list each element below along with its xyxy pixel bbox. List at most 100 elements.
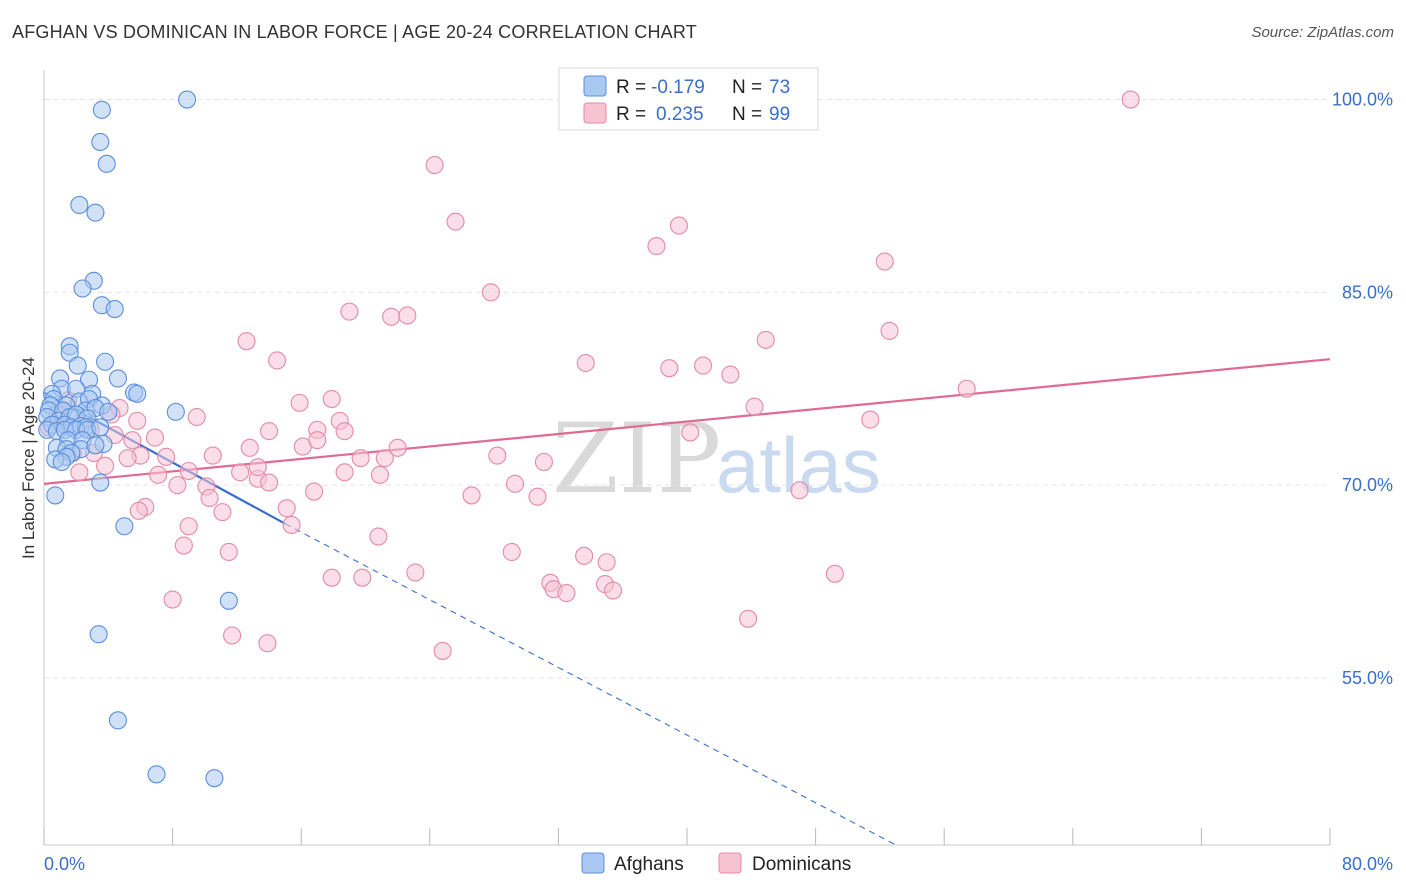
dominicans-point-21 xyxy=(745,397,764,416)
legend-n-label-dominicans: N = xyxy=(732,104,762,125)
dominicans-point-24 xyxy=(187,407,206,427)
afghans-point-4 xyxy=(70,195,89,215)
afghans-point-61 xyxy=(52,452,71,472)
afghans-point-3 xyxy=(97,154,116,173)
dominicans-point-54 xyxy=(96,456,115,475)
dominicans-point-49 xyxy=(488,446,507,465)
afghans-point-57 xyxy=(86,436,105,455)
dominicans-point-58 xyxy=(335,463,354,482)
x-tick-label-1: 80.0% xyxy=(1342,854,1393,874)
dominicans-point-13 xyxy=(268,351,287,370)
dominicans-point-28 xyxy=(128,411,147,430)
dominicans-point-39 xyxy=(145,428,164,447)
afghans-point-11 xyxy=(60,343,79,362)
legend-n-label-afghans: N = xyxy=(732,77,762,98)
dominicans-point-93 xyxy=(739,609,758,628)
dominicans-point-63 xyxy=(168,476,187,495)
dominicans-point-2 xyxy=(446,212,465,231)
afghans-point-69 xyxy=(205,769,224,788)
dominicans-point-77 xyxy=(369,527,388,546)
legend-swatch-afghans xyxy=(583,75,607,97)
dominicans-point-78 xyxy=(174,536,193,555)
dominicans-point-40 xyxy=(123,431,142,450)
dominicans-point-17 xyxy=(721,365,740,384)
tick-labels: 100.0% 85.0% 70.0% 55.0% 0.0% 80.0% xyxy=(44,90,1393,874)
dominicans-point-84 xyxy=(825,564,844,583)
dominicans-point-18 xyxy=(957,379,976,398)
afghans-point-0 xyxy=(178,90,197,109)
dominicans-point-42 xyxy=(388,438,407,457)
dominicans-point-51 xyxy=(375,449,394,468)
dominicans-point-8 xyxy=(382,307,401,326)
dominicans-point-12 xyxy=(756,330,775,349)
axes xyxy=(43,70,1331,846)
dominicans-points xyxy=(39,90,1140,660)
dominicans-point-11 xyxy=(237,332,256,351)
dominicans-point-1 xyxy=(425,156,444,175)
dominicans-point-97 xyxy=(308,431,327,450)
afghans-point-2 xyxy=(91,132,110,152)
afghans-point-62 xyxy=(91,473,110,492)
dominicans-point-96 xyxy=(433,641,452,660)
dominicans-point-70 xyxy=(200,488,219,508)
dominicans-point-83 xyxy=(406,563,425,582)
afghans-point-33 xyxy=(166,402,185,421)
y-axis-title: In Labor Force | Age 20-24 xyxy=(19,357,38,559)
dominicans-point-71 xyxy=(277,499,296,518)
afghans-points xyxy=(38,90,238,788)
afghans-point-21 xyxy=(128,384,147,403)
legend-n-value-dominicans: 99 xyxy=(769,104,790,125)
dominicans-point-67 xyxy=(790,481,809,500)
bottom-legend-swatch-afghans xyxy=(581,852,605,874)
dominicans-point-80 xyxy=(575,546,594,565)
y-tick-label-2: 70.0% xyxy=(1342,475,1393,495)
bottom-legend-label-dominicans: Dominicans xyxy=(752,854,851,875)
dominicans-point-69 xyxy=(528,487,547,506)
afghans-point-63 xyxy=(46,486,65,505)
dominicans-point-16 xyxy=(694,356,713,375)
afghans-point-64 xyxy=(115,517,134,536)
y-tick-label-3: 55.0% xyxy=(1342,668,1393,688)
grid-lines xyxy=(44,99,1330,679)
afghans-point-16 xyxy=(108,369,127,388)
legend-r-value-dominicans: 0.235 xyxy=(656,104,704,125)
dominicans-point-64 xyxy=(505,474,525,493)
dominicans-point-43 xyxy=(240,438,259,457)
dominicans-point-55 xyxy=(70,463,89,482)
correlation-legend: R = -0.179 N = 73 R = 0.235 N = 99 xyxy=(558,67,819,131)
y-tick-label-1: 85.0% xyxy=(1342,282,1393,302)
afghans-point-13 xyxy=(68,356,87,375)
dominicans-point-94 xyxy=(223,626,242,645)
dominicans-point-59 xyxy=(370,465,390,484)
y-tick-label-0: 100.0% xyxy=(1332,90,1393,110)
dominicans-point-74 xyxy=(213,503,232,522)
dominicans-point-4 xyxy=(647,237,666,256)
dominicans-point-57 xyxy=(231,463,250,482)
afghans-point-50 xyxy=(91,418,110,437)
afghans-point-67 xyxy=(108,711,127,730)
legend-swatch-dominicans xyxy=(583,102,607,124)
dominicans-point-5 xyxy=(875,252,894,271)
legend-r-value-afghans: -0.179 xyxy=(651,77,705,98)
dominicans-point-85 xyxy=(322,568,341,587)
dominicans-point-82 xyxy=(219,542,238,562)
afghans-trend-line-extrapolated xyxy=(284,523,897,846)
dominicans-point-66 xyxy=(305,482,324,501)
dominicans-point-53 xyxy=(534,452,553,472)
bottom-legend-swatch-dominicans xyxy=(718,852,742,874)
dominicans-point-79 xyxy=(502,542,521,562)
legend-r-label-dominicans: R = xyxy=(616,104,646,125)
dominicans-point-50 xyxy=(351,449,370,468)
dominicans-point-73 xyxy=(129,501,148,520)
afghans-point-65 xyxy=(219,591,238,610)
dominicans-point-56 xyxy=(179,461,198,481)
dominicans-point-68 xyxy=(462,486,481,505)
dominicans-point-95 xyxy=(258,634,277,653)
afghans-point-1 xyxy=(92,100,111,119)
afghans-point-66 xyxy=(89,625,108,644)
dominicans-point-20 xyxy=(322,389,341,409)
x-tick-label-0: 0.0% xyxy=(44,854,85,874)
dominicans-point-98 xyxy=(248,458,267,477)
afghans-point-5 xyxy=(86,203,105,222)
